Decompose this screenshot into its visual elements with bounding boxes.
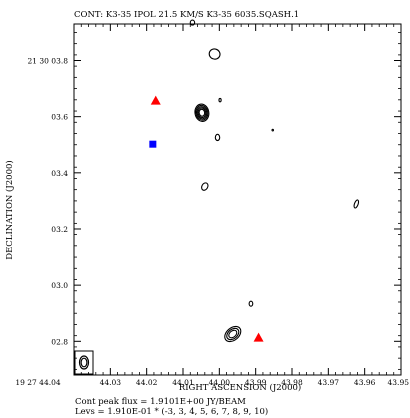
x-tick-label: 43.99 xyxy=(245,378,267,387)
contour-source xyxy=(201,182,209,191)
contour-line xyxy=(196,106,208,120)
contour-line xyxy=(195,104,209,121)
beam-frame xyxy=(74,350,94,375)
contour-line xyxy=(194,103,210,122)
x-tick-label: 44.01 xyxy=(172,378,193,387)
x-tick-label: 43.98 xyxy=(281,378,303,387)
y-axis-ticks: 21 30 03.8 03.6 03.4 03.2 03.0 02.8 xyxy=(27,32,401,370)
red-triangle-marker xyxy=(150,95,161,105)
beam-box xyxy=(74,350,94,375)
y-tick-label: 03.2 xyxy=(51,225,68,234)
y-tick-label: 21 30 03.8 xyxy=(27,57,68,66)
y-tick-label: 03.4 xyxy=(51,169,68,178)
contour-source xyxy=(353,199,360,209)
contour-line xyxy=(226,327,240,341)
y-tick-label: 02.8 xyxy=(51,337,68,346)
y-tick-label: 03.6 xyxy=(51,113,68,122)
contour-line xyxy=(218,97,222,103)
contour-line xyxy=(224,325,242,343)
red-triangle-marker xyxy=(253,332,264,342)
contour-source xyxy=(208,48,221,60)
contour-line xyxy=(228,329,238,339)
contour-line xyxy=(201,182,209,191)
contour-layer xyxy=(189,19,360,343)
contour-source xyxy=(194,103,210,122)
peak-flux-note: Cont peak flux = 1.9101E+00 JY/BEAM xyxy=(75,397,246,407)
contour-line xyxy=(248,300,254,307)
contour-line xyxy=(197,107,207,119)
chart-title: CONT: K3-35 IPOL 21.5 KM/S K3-35 6035.SQ… xyxy=(74,10,299,20)
x-tick-label: 44.00 xyxy=(209,378,231,387)
contour-line xyxy=(208,48,221,60)
contour-line xyxy=(189,19,196,26)
x-axis-label: RIGHT ASCENSION (J2000) xyxy=(179,382,301,393)
blue-square-marker xyxy=(149,140,157,148)
contour-source xyxy=(214,133,221,142)
x-tick-label: 19 27 44.04 xyxy=(15,378,61,387)
y-axis-label: DECLINATION (J2000) xyxy=(4,160,15,259)
contour-line xyxy=(271,128,275,132)
contour-line xyxy=(198,108,206,117)
contour-source xyxy=(218,97,222,103)
contour-levels-note: Levs = 1.910E-01 * (-3, 3, 4, 5, 6, 7, 8… xyxy=(75,406,268,417)
x-tick-label: 43.95 xyxy=(388,378,410,387)
beam-ellipse xyxy=(78,355,90,370)
y-tick-label: 03.0 xyxy=(51,281,68,290)
x-tick-label: 43.97 xyxy=(318,378,340,387)
x-axis-ticks: 19 27 44.04 44.03 44.02 44.01 44.00 43.99 43.9… xyxy=(15,24,409,387)
contour-source xyxy=(248,300,254,307)
contour-line xyxy=(214,133,221,142)
plot-frame xyxy=(73,23,402,376)
x-tick-label: 44.03 xyxy=(100,378,122,387)
contour-source xyxy=(189,19,196,26)
marker-layer xyxy=(149,95,264,342)
contour-line xyxy=(353,199,360,209)
beam-ellipse xyxy=(80,357,88,368)
contour-source xyxy=(224,325,242,343)
contour-source xyxy=(271,128,275,132)
x-tick-label: 43.96 xyxy=(354,378,376,387)
x-tick-label: 44.02 xyxy=(136,378,158,387)
